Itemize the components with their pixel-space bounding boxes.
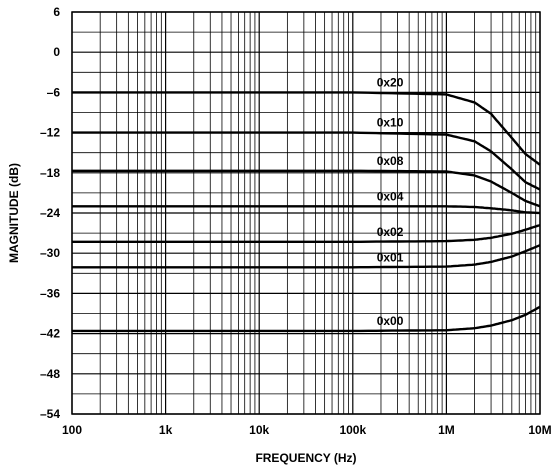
- x-tick-label: 100k: [339, 423, 366, 437]
- series-label-0x01: 0x01: [377, 250, 404, 264]
- series-line-0x04: [72, 205, 541, 215]
- series-line-0x02: [72, 223, 541, 243]
- series-label-0x00: 0x00: [377, 314, 404, 328]
- series-label-0x20: 0x20: [377, 75, 404, 89]
- grid: [71, 11, 541, 415]
- y-tick-label: –18: [40, 166, 60, 180]
- y-tick-label: –54: [40, 407, 60, 421]
- y-tick-label: 6: [53, 5, 60, 19]
- series-line-0x20: [72, 91, 541, 166]
- series-label-0x04: 0x04: [377, 189, 404, 203]
- series-label-0x02: 0x02: [377, 225, 404, 239]
- y-tick-labels: 6 0 –6 –12 –18 –24 –30 –36 –42 –48 –54: [40, 5, 60, 421]
- series-line-0x08: [72, 169, 541, 208]
- plot-frame: [71, 11, 541, 415]
- y-tick-label: –12: [40, 126, 60, 140]
- x-tick-label: 1k: [159, 423, 173, 437]
- y-tick-label: –48: [40, 367, 60, 381]
- x-tick-label: 10M: [528, 423, 551, 437]
- series-line-0x00: [72, 305, 541, 333]
- series-lines: [72, 91, 541, 333]
- x-tick-label: 10k: [249, 423, 269, 437]
- plot-border: [71, 11, 541, 415]
- series-line-0x10: [72, 131, 541, 191]
- series-label-0x08: 0x08: [377, 154, 404, 168]
- y-axis-title: MAGNITUDE (dB): [7, 163, 21, 263]
- x-tick-label: 1M: [438, 423, 455, 437]
- series-labels: 0x20 0x10 0x08 0x04 0x02 0x01 0x00: [377, 75, 404, 328]
- y-tick-label: –42: [40, 327, 60, 341]
- x-axis-title: FREQUENCY (Hz): [255, 451, 356, 465]
- y-tick-label: –30: [40, 246, 60, 260]
- y-tick-label: –36: [40, 286, 60, 300]
- y-tick-label: –6: [47, 85, 61, 99]
- x-tick-label: 100: [62, 423, 82, 437]
- x-tick-labels: 100 1k 10k 100k 1M 10M: [62, 423, 552, 437]
- series-label-0x10: 0x10: [377, 116, 404, 130]
- y-tick-label: 0: [53, 45, 60, 59]
- series-line-0x01: [72, 244, 541, 269]
- y-tick-label: –24: [40, 206, 60, 220]
